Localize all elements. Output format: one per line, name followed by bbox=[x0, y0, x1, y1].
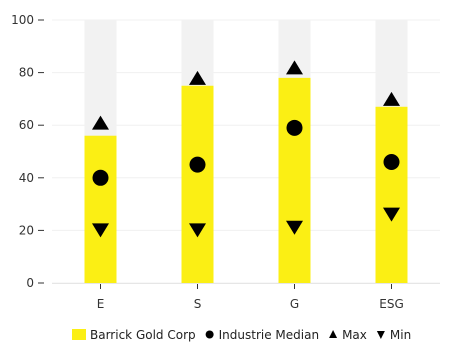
legend: Barrick Gold Corp Industrie Median Max Min bbox=[72, 328, 411, 342]
x-tick-label: G bbox=[290, 297, 299, 311]
legend-swatch-circle bbox=[205, 330, 214, 339]
legend-label: Max bbox=[342, 328, 367, 342]
range-bands bbox=[84, 20, 408, 283]
legend-swatch-triangle-down bbox=[376, 331, 385, 339]
score-bars bbox=[84, 77, 408, 283]
x-tick-label: S bbox=[194, 297, 202, 311]
bar-e bbox=[84, 135, 117, 283]
legend-label: Industrie Median bbox=[219, 328, 319, 342]
legend-label: Barrick Gold Corp bbox=[90, 328, 196, 342]
min-point bbox=[92, 223, 109, 238]
max-point bbox=[286, 60, 303, 75]
x-axis: E S G ESG bbox=[52, 283, 440, 311]
min-point bbox=[286, 220, 303, 235]
max-point bbox=[189, 70, 206, 85]
y-tick-label: 100 bbox=[11, 13, 34, 27]
median-point bbox=[383, 154, 400, 171]
bar-g bbox=[278, 77, 311, 283]
median-point bbox=[92, 169, 109, 186]
y-axis: 0 20 40 60 80 100 bbox=[11, 13, 44, 290]
bar-s bbox=[181, 85, 214, 283]
y-tick-label: 40 bbox=[19, 171, 34, 185]
bar-esg bbox=[375, 106, 408, 283]
max-point bbox=[383, 91, 400, 106]
y-tick-label: 80 bbox=[19, 66, 34, 80]
min-point bbox=[189, 223, 206, 238]
legend-swatch-bar bbox=[72, 329, 86, 340]
legend-label: Min bbox=[390, 328, 411, 342]
max-point bbox=[92, 115, 109, 130]
legend-swatch-triangle-up bbox=[329, 330, 338, 338]
x-tick-label: E bbox=[97, 297, 105, 311]
markers bbox=[92, 60, 400, 238]
median-point bbox=[189, 156, 206, 173]
y-tick-label: 0 bbox=[26, 276, 34, 290]
y-tick-label: 20 bbox=[19, 223, 34, 237]
median-point bbox=[286, 119, 303, 136]
min-point bbox=[383, 207, 400, 222]
y-tick-label: 60 bbox=[19, 118, 34, 132]
x-tick-label: ESG bbox=[379, 297, 404, 311]
